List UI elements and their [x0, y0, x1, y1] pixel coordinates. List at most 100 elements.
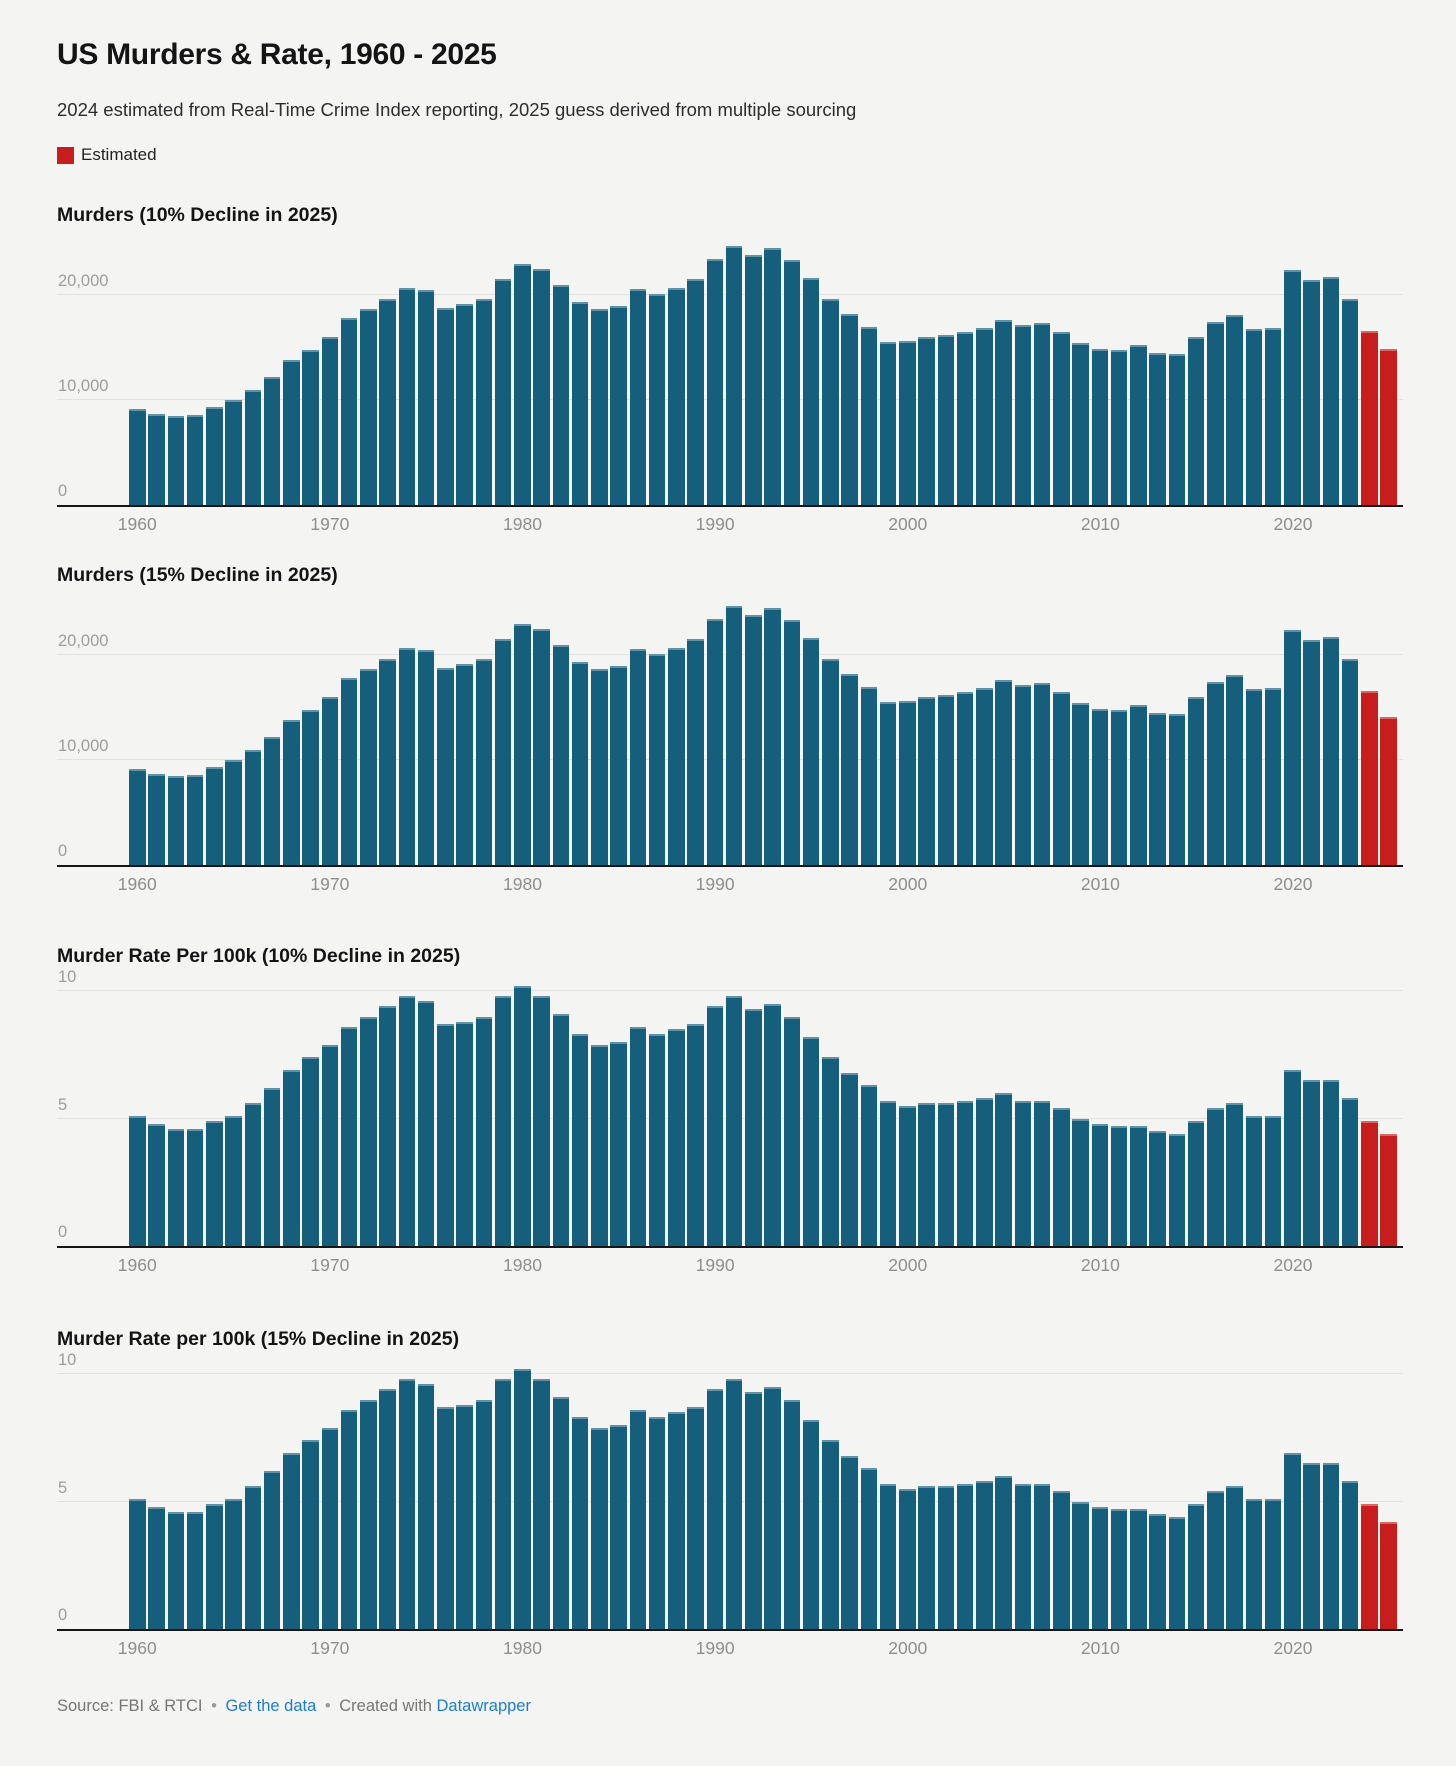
bar-1988[interactable]	[668, 1029, 685, 1246]
bar-2025[interactable]	[1380, 348, 1397, 505]
bar-1992[interactable]	[745, 1008, 762, 1246]
bar-1974[interactable]	[398, 1379, 415, 1629]
bar-1972[interactable]	[360, 1016, 377, 1246]
bar-1961[interactable]	[148, 1506, 165, 1629]
bar-2022[interactable]	[1322, 1080, 1339, 1246]
bar-1960[interactable]	[129, 769, 146, 865]
bar-2008[interactable]	[1053, 1491, 1070, 1629]
bar-1979[interactable]	[494, 996, 512, 1246]
bar-2001[interactable]	[918, 337, 935, 505]
bar-1975[interactable]	[417, 289, 435, 505]
bar-2010[interactable]	[1091, 348, 1108, 505]
bar-1989[interactable]	[687, 279, 704, 505]
bar-1965[interactable]	[225, 400, 242, 505]
bar-1991[interactable]	[725, 605, 743, 865]
bar-1977[interactable]	[456, 1021, 473, 1246]
bar-1971[interactable]	[340, 318, 358, 505]
bar-2013[interactable]	[1149, 352, 1166, 505]
bar-2023[interactable]	[1341, 299, 1359, 505]
bar-1978[interactable]	[475, 1016, 492, 1246]
bar-1962[interactable]	[167, 1511, 184, 1629]
bar-1968[interactable]	[283, 360, 300, 505]
bar-1973[interactable]	[379, 1006, 396, 1246]
bar-2006[interactable]	[1014, 1483, 1031, 1629]
bar-2022[interactable]	[1322, 1463, 1339, 1629]
bar-2018[interactable]	[1245, 328, 1262, 505]
bar-2019[interactable]	[1264, 327, 1282, 505]
bar-1965[interactable]	[225, 1116, 242, 1246]
bar-2024[interactable]	[1361, 690, 1378, 865]
bar-1985[interactable]	[610, 1042, 627, 1246]
bar-1981[interactable]	[533, 996, 550, 1246]
bar-2020[interactable]	[1284, 1453, 1301, 1629]
bar-2021[interactable]	[1303, 640, 1320, 865]
bar-1995[interactable]	[802, 1036, 820, 1246]
bar-1990[interactable]	[706, 1006, 723, 1246]
bar-2005[interactable]	[995, 1476, 1012, 1629]
bar-1963[interactable]	[186, 1511, 204, 1629]
bar-2002[interactable]	[937, 334, 954, 505]
bar-1986[interactable]	[629, 1409, 646, 1629]
bar-2000[interactable]	[899, 701, 916, 865]
bar-1994[interactable]	[783, 1399, 800, 1629]
bar-1998[interactable]	[860, 326, 877, 505]
datawrapper-link[interactable]: Datawrapper	[436, 1697, 531, 1715]
bar-1992[interactable]	[745, 1391, 762, 1629]
bar-2011[interactable]	[1110, 709, 1128, 865]
bar-2003[interactable]	[956, 1100, 974, 1246]
bar-1971[interactable]	[340, 1409, 358, 1629]
bar-1999[interactable]	[879, 702, 897, 865]
bar-2024[interactable]	[1361, 330, 1378, 505]
bar-2025[interactable]	[1380, 1521, 1397, 1629]
bar-2025[interactable]	[1380, 1133, 1397, 1246]
bar-1973[interactable]	[379, 299, 396, 505]
bar-1996[interactable]	[822, 1057, 839, 1246]
bar-1977[interactable]	[456, 1404, 473, 1629]
bar-1987[interactable]	[648, 653, 666, 865]
bar-1979[interactable]	[494, 1379, 512, 1629]
bar-1971[interactable]	[340, 1026, 358, 1246]
bar-1963[interactable]	[186, 1128, 204, 1246]
bar-2016[interactable]	[1207, 1491, 1224, 1629]
bar-1982[interactable]	[552, 644, 569, 865]
bar-1996[interactable]	[822, 659, 839, 865]
bar-1986[interactable]	[629, 1026, 646, 1246]
bar-1964[interactable]	[206, 1504, 223, 1629]
bar-1960[interactable]	[129, 1499, 146, 1629]
bar-1967[interactable]	[263, 736, 281, 865]
bar-1972[interactable]	[360, 308, 377, 505]
bar-1999[interactable]	[879, 1100, 897, 1246]
bar-1997[interactable]	[841, 673, 858, 865]
bar-2020[interactable]	[1284, 629, 1301, 865]
bar-1966[interactable]	[244, 1103, 261, 1246]
bar-1961[interactable]	[148, 773, 165, 865]
bar-1984[interactable]	[591, 308, 608, 505]
bar-2004[interactable]	[976, 327, 993, 505]
bar-1980[interactable]	[514, 263, 531, 505]
bar-1977[interactable]	[456, 664, 473, 865]
bar-2017[interactable]	[1226, 314, 1243, 505]
bar-2000[interactable]	[899, 1488, 916, 1629]
bar-1969[interactable]	[302, 709, 319, 865]
bar-2000[interactable]	[899, 1105, 916, 1246]
bar-1973[interactable]	[379, 1389, 396, 1629]
bar-1976[interactable]	[437, 1024, 454, 1246]
bar-1963[interactable]	[186, 414, 204, 505]
bar-1981[interactable]	[533, 268, 550, 505]
bar-1986[interactable]	[629, 648, 646, 865]
bar-2022[interactable]	[1322, 637, 1339, 865]
bar-1963[interactable]	[186, 774, 204, 865]
bar-1983[interactable]	[571, 1034, 589, 1246]
bar-1991[interactable]	[725, 1379, 743, 1629]
bar-2008[interactable]	[1053, 691, 1070, 865]
bar-2018[interactable]	[1245, 688, 1262, 865]
bar-1968[interactable]	[283, 1070, 300, 1246]
bar-2010[interactable]	[1091, 1123, 1108, 1246]
bar-2009[interactable]	[1072, 343, 1089, 505]
bar-1962[interactable]	[167, 1128, 184, 1246]
bar-2009[interactable]	[1072, 1501, 1089, 1629]
bar-1992[interactable]	[745, 255, 762, 505]
bar-2001[interactable]	[918, 1103, 935, 1246]
bar-1964[interactable]	[206, 407, 223, 505]
bar-1965[interactable]	[225, 760, 242, 865]
